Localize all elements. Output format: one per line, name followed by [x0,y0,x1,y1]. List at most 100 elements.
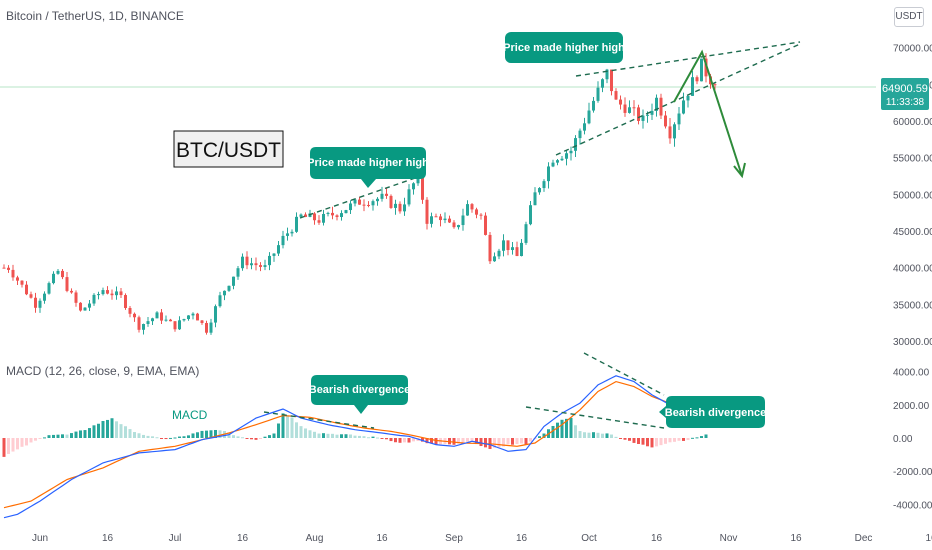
candle-body [592,100,595,111]
histogram-bar [556,422,559,438]
candle-body [7,267,10,270]
candle-body [452,222,456,228]
macd-pane[interactable]: 4000.00 2000.00 0.00 -2000.00 -4000.00 MACD … [2,352,932,519]
histogram-bar [524,438,528,445]
macd-title[interactable]: MACD (12, 26, close, 9, EMA, EMA) [6,364,200,378]
trendline-top-2 [575,41,801,77]
histogram-bar [394,438,397,443]
histogram-bar [340,434,343,438]
annotation-bearish-2[interactable]: Bearish divergence [659,396,766,428]
histogram-bar [700,436,703,438]
candle [25,281,28,296]
candle-body [421,170,424,200]
time-axis[interactable]: Jun16Jul16Aug16Sep16Oct16Nov16Dec162022 [32,533,932,544]
candle [119,288,123,298]
candle [160,308,163,324]
candle-body [209,322,213,333]
candle-body [403,204,406,212]
candle-body [16,277,19,281]
histogram-bar [268,435,271,438]
annotation-higher-high-1[interactable]: Price made higher high [307,147,429,188]
candle-body [493,256,496,262]
histogram-bar [344,434,348,438]
histogram-bar [664,438,667,444]
candle [56,269,60,275]
macd-tick-label: -4000.00 [893,500,932,511]
chart-title[interactable]: Bitcoin / TetherUS, 1D, BINANCE [6,9,184,23]
candle-body [281,235,285,246]
candle-body [506,240,510,251]
histogram-bar [254,438,258,440]
currency-badge[interactable]: USDT [894,7,924,27]
candle-body [335,215,339,218]
histogram-bar [704,434,708,438]
histogram-bar [187,435,190,438]
candles-group [2,53,717,335]
candle [295,212,298,233]
histogram-bar [380,438,384,439]
candle [677,107,681,131]
candle-body [137,317,141,330]
candle-body [92,294,96,304]
candle-body [218,295,222,307]
histogram-bar [128,429,132,438]
candle-body [119,291,123,296]
candle [101,287,105,296]
macd-tick-label: 0.00 [893,434,913,445]
candle-body [182,319,186,321]
candle [524,221,528,245]
candle-body [128,307,132,314]
candle [151,317,154,326]
candle-body [551,162,555,167]
candle [349,200,352,214]
candle [191,312,195,320]
time-tick-label: Jun [32,533,48,544]
candle-body [70,290,73,293]
histogram-bar [605,433,609,438]
candle-body [322,213,325,223]
candle-body [259,265,262,267]
histogram-bar [263,436,267,438]
candle-body [65,277,69,291]
candle [344,209,348,214]
candle [551,159,555,168]
candle-body [475,209,478,215]
candle [169,318,172,322]
candle-body [2,267,6,269]
histogram-bar [119,424,123,438]
histogram-bar [461,438,465,443]
histogram-bar [281,413,285,438]
histogram-bar [209,430,213,438]
candle-body [587,110,591,124]
price-tick-label: 40000.00 [893,264,932,275]
macd-axis[interactable]: 4000.00 2000.00 0.00 -2000.00 -4000.00 [893,368,932,512]
candle-body [430,216,433,224]
price-pane[interactable]: 70000.0065000.0060000.0055000.0050000.00… [0,32,932,348]
candle [484,212,487,236]
histogram-bar [142,434,145,438]
annotation-higher-high-2[interactable]: Price made higher high [503,32,625,63]
candle [331,206,334,220]
histogram-bar [182,436,186,438]
histogram-bar [389,438,393,442]
histogram-bar [655,438,658,447]
candle-body [511,247,514,251]
histogram-bar [214,429,217,438]
candle [110,289,114,300]
annotation-bearish-1[interactable]: Bearish divergence [309,375,411,414]
histogram-bar [367,437,370,439]
histogram-bar [601,433,604,438]
histogram-bar [628,438,631,441]
histogram-bar [52,434,55,438]
histogram-bar [520,438,523,444]
candle-body [290,231,294,234]
histogram-bar [646,438,649,447]
histogram-bar [295,422,298,438]
candle [304,212,307,218]
candle [92,293,96,306]
candle-body [313,213,316,221]
time-tick-label: Dec [855,533,873,544]
candle-body [83,307,87,311]
candle [97,291,100,300]
